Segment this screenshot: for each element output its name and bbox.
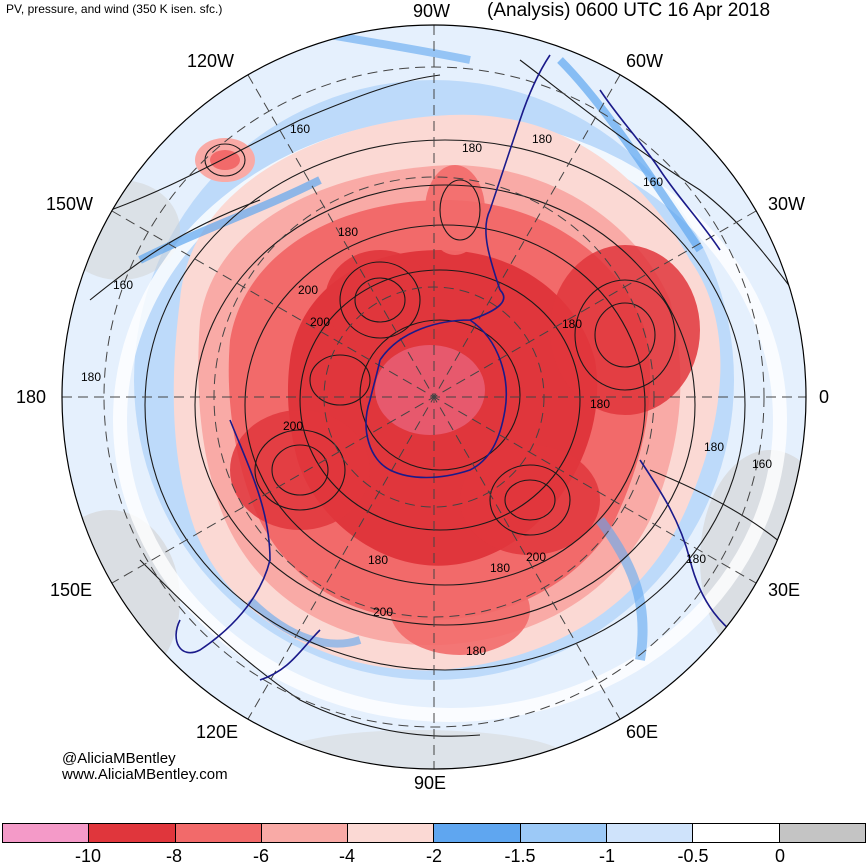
colorbar-tick: -4 bbox=[338, 846, 356, 866]
polar-map: 160 180 180 160 180 200 200 180 180 160 … bbox=[61, 24, 807, 770]
credit-website: www.AliciaMBentley.com bbox=[62, 766, 228, 783]
contour-label: 160 bbox=[290, 122, 310, 136]
lon-label-150e: 150E bbox=[50, 580, 93, 600]
colorbar-swatch bbox=[3, 824, 90, 842]
coastlines bbox=[175, 54, 761, 681]
contour-label: 180 bbox=[368, 553, 388, 567]
colorbar-tick: -0.5 bbox=[677, 846, 709, 866]
lon-label-30w: 30W bbox=[768, 194, 806, 214]
contour-label: 160 bbox=[113, 278, 133, 292]
colorbar-tick: -1.5 bbox=[504, 846, 536, 866]
colorbar-swatch bbox=[607, 824, 694, 842]
colorbar-swatch bbox=[89, 824, 176, 842]
contour-label: 180 bbox=[590, 397, 610, 411]
colorbar-swatch bbox=[434, 824, 521, 842]
pressure-contours bbox=[79, 59, 801, 737]
colorbar bbox=[2, 823, 866, 843]
colorbar-swatch bbox=[348, 824, 435, 842]
contour-label: 180 bbox=[562, 317, 582, 331]
credit-handle: @AliciaMBentley bbox=[62, 750, 176, 767]
contour-label: 180 bbox=[81, 370, 101, 384]
colorbar-swatch bbox=[520, 824, 608, 842]
colorbar-tick: -6 bbox=[252, 846, 270, 866]
lon-label-60e: 60E bbox=[626, 722, 659, 742]
contour-label: 200 bbox=[298, 283, 318, 297]
contour-label: 180 bbox=[704, 440, 724, 454]
contour-label: 200 bbox=[310, 315, 330, 329]
contour-label: 160 bbox=[643, 175, 663, 189]
contour-labels: 160 180 180 160 180 200 200 180 180 160 … bbox=[81, 122, 772, 658]
colorbar-swatch bbox=[175, 824, 262, 842]
contour-label: 180 bbox=[338, 225, 358, 239]
colorbar-tick: -10 bbox=[74, 846, 102, 866]
colorbar-swatch bbox=[779, 824, 865, 842]
lon-label-60w: 60W bbox=[626, 51, 664, 71]
lon-label-90e: 90E bbox=[414, 773, 447, 793]
lon-label-150w: 150W bbox=[46, 194, 94, 214]
map-subtitle: PV, pressure, and wind (350 K isen. sfc.… bbox=[6, 2, 223, 16]
colorbar-tick: -2 bbox=[425, 846, 443, 866]
contour-label: 180 bbox=[686, 552, 706, 566]
lon-label-0: 0 bbox=[819, 387, 830, 407]
lon-label-180: 180 bbox=[16, 387, 47, 407]
graticule bbox=[62, 25, 806, 769]
colorbar-tick: 0 bbox=[774, 846, 786, 866]
contour-label: 180 bbox=[490, 561, 510, 575]
colorbar-swatch bbox=[693, 824, 780, 842]
map-title: (Analysis) 0600 UTC 16 Apr 2018 bbox=[487, 0, 771, 21]
lon-label-30e: 30E bbox=[768, 580, 801, 600]
lon-label-120e: 120E bbox=[196, 722, 239, 742]
contour-label: 180 bbox=[532, 132, 552, 146]
contour-label: 180 bbox=[462, 141, 482, 155]
lon-label-120w: 120W bbox=[187, 51, 235, 71]
contour-label: 200 bbox=[283, 419, 303, 433]
contour-label: 200 bbox=[526, 550, 546, 564]
colorbar-swatch bbox=[261, 824, 349, 842]
contour-label: 160 bbox=[752, 457, 772, 471]
contour-label: 180 bbox=[466, 644, 486, 658]
pv-shading bbox=[62, 25, 806, 769]
contour-label: 200 bbox=[373, 605, 393, 619]
colorbar-tick: -8 bbox=[165, 846, 183, 866]
lon-label-90w: 90W bbox=[413, 1, 451, 21]
map-boundary bbox=[61, 24, 807, 770]
colorbar-tick: -1 bbox=[598, 846, 616, 866]
